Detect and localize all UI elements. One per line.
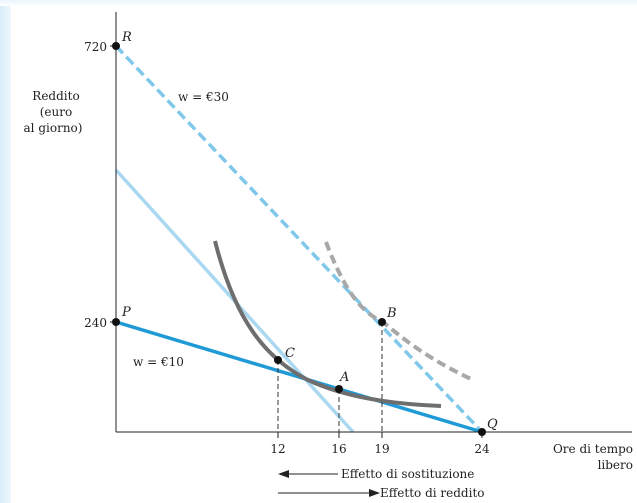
point-label-q: Q [487,417,498,432]
x-tick-label-16: 16 [331,442,346,456]
y-axis-label-line-2: (euro [40,105,72,119]
income-effect-label: Effetto di reddito [380,486,485,500]
y-tick-label-720: 720 [84,40,107,54]
point-c [274,356,282,364]
top-gradient-strip [0,0,637,6]
wage-label-high: w = €30 [178,90,229,104]
x-tick-label-19: 19 [374,442,389,456]
point-label-r: R [121,30,132,45]
wage-label-low: w = €10 [133,355,184,369]
x-axis-label-line-2: libero [598,458,633,472]
point-label-b: B [386,306,397,321]
substitution-effect-label: Effetto di sostituzione [341,467,474,481]
point-p [112,318,120,326]
point-a [335,385,343,393]
point-r [112,42,120,50]
left-gradient-strip [0,0,11,503]
budget-line-high-wage [114,44,484,434]
point-label-p: P [121,305,131,320]
y-axis-label-line-3: al giorno) [24,121,83,135]
x-axis-label-line-1: Ore di tempo [553,442,633,456]
indifference-curve-high [324,241,472,381]
point-label-c: C [285,346,295,361]
y-tick-label-240: 240 [84,316,107,330]
income-effect-arrowhead [369,489,380,497]
point-label-a: A [339,370,349,385]
y-axis-label-line-1: Reddito [32,89,79,103]
substitution-effect-arrowhead [278,470,289,478]
point-q [478,428,486,436]
point-b [378,318,386,326]
indifference-curve-low [213,240,442,408]
x-tick-label-12: 12 [270,442,285,456]
x-tick-label-24: 24 [474,442,490,456]
